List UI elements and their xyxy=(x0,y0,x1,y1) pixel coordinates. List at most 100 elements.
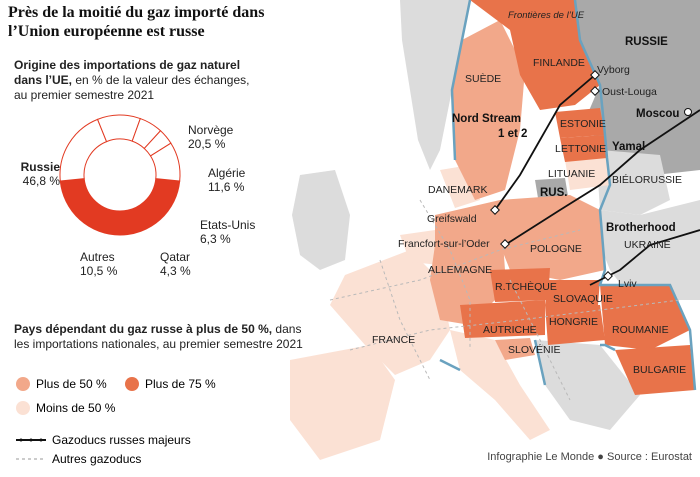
label-danemark: DANEMARK xyxy=(428,184,488,196)
label-lviv: Lviv xyxy=(618,278,637,290)
donut-slice-russie xyxy=(59,178,181,236)
donut-subtitle-rest: en % de la valeur des échanges, au premi… xyxy=(14,73,250,102)
label-france: FRANCE xyxy=(372,334,415,346)
eu-border-east xyxy=(439,0,697,391)
legend-plus75-swatch xyxy=(125,377,139,391)
legend-moins50: Moins de 50 % xyxy=(16,401,115,415)
label-francfort: Francfort-sur-l’Oder xyxy=(398,238,490,250)
slovakia-shape xyxy=(545,280,600,305)
romania-shape xyxy=(600,285,690,350)
label-brotherhood: Brotherhood xyxy=(606,222,676,234)
credit: Infographie Le Monde ● Source : Eurostat xyxy=(487,451,692,463)
ukraine-shape xyxy=(598,200,700,300)
donut-label-algerie: Algérie 11,6 % xyxy=(208,166,245,194)
legend-plus50: Plus de 50 % xyxy=(16,377,107,391)
donut-slice-autres xyxy=(149,142,181,182)
donut-label-algerie-value: 11,6 % xyxy=(208,180,245,194)
bulgaria-shape xyxy=(615,345,695,395)
label-nordstream-2: 1 et 2 xyxy=(498,128,527,140)
sweden-shape xyxy=(452,20,525,200)
iberia-shape xyxy=(290,345,395,460)
label-rtcheque: R.TCHÈQUE xyxy=(495,280,557,293)
label-frontieres: Frontières de l’UE xyxy=(508,10,585,21)
label-estonie: ESTONIE xyxy=(560,118,606,130)
benelux-shape xyxy=(400,230,440,265)
legend-subtitle: Pays dépendant du gaz russe à plus de 50… xyxy=(14,322,304,352)
uk-shape xyxy=(292,170,350,270)
austria-shape xyxy=(460,300,545,338)
czech-shape xyxy=(490,268,550,302)
donut-label-russie-name: Russie xyxy=(20,160,60,174)
legend-subtitle-rest: dans les importations nationales, au pre… xyxy=(14,322,303,351)
legend-moins50-label: Moins de 50 % xyxy=(36,401,116,415)
label-moscou: Moscou xyxy=(636,108,679,120)
lithuania-shape xyxy=(565,155,610,190)
label-russie: RUSSIE xyxy=(625,36,668,48)
legend-pipelines-major-label: Gazoducs russes majeurs xyxy=(52,433,191,447)
label-vyborg: Vyborg xyxy=(597,64,630,76)
donut-label-autres-name: Autres xyxy=(80,250,115,264)
label-hongrie: HONGRIE xyxy=(549,316,598,328)
nord-stream xyxy=(494,74,596,211)
donut-label-qatar-value: 4,3 % xyxy=(160,264,191,278)
label-bielorussie: BIÉLORUSSIE xyxy=(612,173,682,186)
donut-label-algerie-name: Algérie xyxy=(208,166,246,180)
label-ukraine: UKRAINE xyxy=(624,239,671,251)
donut-label-norvege: Norvège 20,5 % xyxy=(188,123,233,151)
label-suede: SUÈDE xyxy=(465,72,501,85)
donut-label-norvege-value: 20,5 % xyxy=(188,137,226,151)
label-slovaquie: SLOVAQUIE xyxy=(553,293,613,305)
yamal xyxy=(504,109,700,246)
label-oust-louga: Oust-Louga xyxy=(602,86,657,98)
belarus-shape xyxy=(598,150,670,215)
city-markers xyxy=(490,70,692,281)
eu-border-norway xyxy=(450,0,472,161)
label-rus: RUS. xyxy=(540,187,567,199)
legend-pipelines-other: Autres gazoducs xyxy=(16,452,141,466)
donut-label-autres: Autres 10,5 % xyxy=(80,250,117,278)
label-lituanie: LITUANIE xyxy=(548,168,595,180)
donut-label-russie-value: 46,8 % xyxy=(22,174,60,188)
legend-plus50-label: Plus de 50 % xyxy=(36,377,107,391)
pipeline-other-swatch xyxy=(16,458,46,460)
hungary-shape xyxy=(545,305,605,345)
donut-label-autres-value: 10,5 % xyxy=(80,264,118,278)
latvia-shape xyxy=(560,135,607,162)
norway-shape xyxy=(400,0,470,170)
legend-plus75: Plus de 75 % xyxy=(125,377,216,391)
label-greifswald: Greifswald xyxy=(427,213,477,225)
estonia-shape xyxy=(555,108,605,138)
slovenia-shape xyxy=(495,338,535,360)
donut-label-etatsunis-value: 6,3 % xyxy=(200,232,231,246)
donut-subtitle-bold: Origine des importations de gaz naturel … xyxy=(14,58,241,87)
label-slovenie: SLOVÉNIE xyxy=(508,343,561,356)
other-pipelines xyxy=(329,199,681,401)
donut-label-etatsunis: Etats-Unis 6,3 % xyxy=(200,218,255,246)
legend-subtitle-bold: Pays dépendant du gaz russe à plus de 50… xyxy=(14,322,273,336)
label-finlande: FINLANDE xyxy=(533,57,585,69)
page-title: Près de la moitié du gaz importé dans l’… xyxy=(8,4,265,40)
label-pologne: POLOGNE xyxy=(530,243,582,255)
donut-label-qatar-name: Qatar xyxy=(160,250,191,264)
balkans-shape xyxy=(535,340,640,430)
label-yamal: Yamal xyxy=(612,141,645,153)
legend-plus75-label: Plus de 75 % xyxy=(145,377,216,391)
donut-label-etatsunis-name: Etats-Unis xyxy=(200,218,256,232)
legend-pipelines-other-label: Autres gazoducs xyxy=(52,452,142,466)
label-allemagne: ALLEMAGNE xyxy=(428,264,492,276)
italy-shape xyxy=(450,330,550,440)
label-lettonie: LETTONIE xyxy=(555,143,606,155)
legend-plus50-swatch xyxy=(16,377,30,391)
kaliningrad-shape xyxy=(535,178,568,198)
label-bulgarie: BULGARIE xyxy=(633,364,686,376)
donut-label-russie: Russie 46,8 % xyxy=(10,160,60,188)
france-shape xyxy=(330,250,450,375)
donut-label-norvege-name: Norvège xyxy=(188,123,234,137)
germany-shape xyxy=(430,200,505,325)
label-roumanie: ROUMANIE xyxy=(612,324,669,336)
finland-shape xyxy=(470,0,600,110)
donut-subtitle: Origine des importations de gaz naturel … xyxy=(14,58,264,103)
donut-label-qatar: Qatar 4,3 % xyxy=(160,250,191,278)
donut-slice-norvge xyxy=(59,118,108,182)
